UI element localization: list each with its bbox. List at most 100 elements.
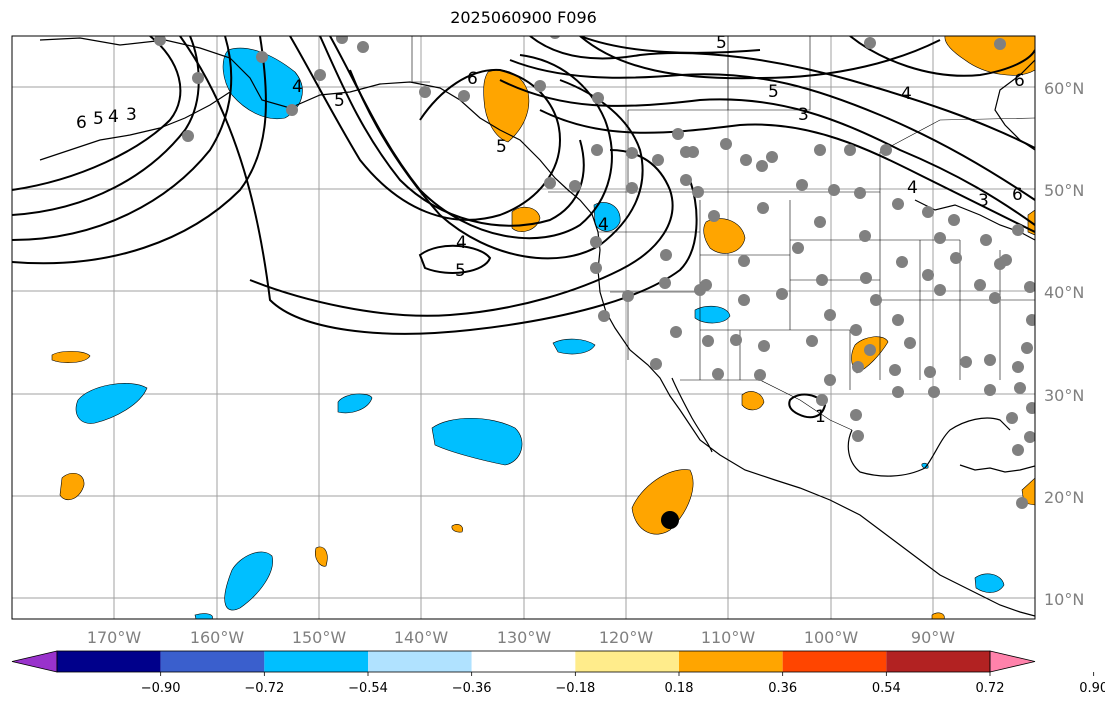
station-dot <box>880 144 892 156</box>
contour-label: 4 <box>907 178 918 198</box>
station-dot <box>1024 431 1035 443</box>
colorbar-tick-label: 0.72 <box>976 681 1005 696</box>
station-dot <box>694 284 706 296</box>
station-dot <box>892 314 904 326</box>
station-dot <box>419 86 431 98</box>
station-dot <box>712 368 724 380</box>
lon-tick-label: 120°W <box>599 628 654 647</box>
station-dot <box>598 310 610 322</box>
colorbar-swatch <box>679 651 783 672</box>
station-dot <box>892 386 904 398</box>
station-dot <box>864 37 876 49</box>
map-frame <box>11 35 1036 620</box>
contour-label: 6 <box>76 113 87 133</box>
colorbar-tick-label: −0.90 <box>141 681 181 696</box>
station-dot <box>904 337 916 349</box>
station-dot <box>622 290 634 302</box>
lat-tick-label: 40°N <box>1044 283 1084 302</box>
contour-label: 3 <box>978 191 989 211</box>
station-dot <box>814 144 826 156</box>
lat-tick-label: 60°N <box>1044 79 1084 98</box>
station-dot <box>182 130 194 142</box>
station-dot <box>994 38 1006 50</box>
graticule <box>12 36 1035 619</box>
lon-tick-label: 130°W <box>497 628 552 647</box>
blue-patch-alaska <box>222 47 303 120</box>
lat-tick-label: 20°N <box>1044 488 1084 507</box>
station-dot <box>984 384 996 396</box>
contour-label: 6 <box>1012 185 1023 205</box>
contour-label: 6 <box>467 69 478 89</box>
station-dot <box>922 206 934 218</box>
station-dot <box>549 36 561 39</box>
station-markers <box>154 36 1035 509</box>
colorbar-tick-label: 0.36 <box>768 681 797 696</box>
station-dot <box>256 51 268 63</box>
station-dot <box>458 90 470 102</box>
orange-patch-caribbean-sw <box>931 612 945 619</box>
station-dot <box>1026 314 1035 326</box>
station-dot <box>660 249 672 261</box>
station-dot <box>591 144 603 156</box>
station-dot <box>740 154 752 166</box>
station-dot <box>776 288 788 300</box>
colorbar: −0.90 −0.72 −0.54 −0.36 −0.18 0.18 0.36 0.54 0.7… <box>11 650 1105 696</box>
orange-patch-small-dot <box>451 524 463 533</box>
contour-label: 4 <box>292 77 303 97</box>
station-dot <box>806 335 818 347</box>
contour-label: 3 <box>126 105 137 125</box>
lon-tick-label: 150°W <box>292 628 347 647</box>
station-dot <box>702 335 714 347</box>
station-dot <box>670 326 682 338</box>
station-dot <box>730 334 742 346</box>
colorbar-extend-left <box>11 650 58 673</box>
station-dot <box>336 36 348 44</box>
contour-label: 4 <box>901 84 912 104</box>
blue-patch-pacific-sw-tail <box>194 613 213 619</box>
colorbar-swatch <box>471 651 576 672</box>
station-dot <box>192 72 204 84</box>
colorbar-swatch <box>160 651 265 672</box>
blue-patch-az <box>694 305 731 324</box>
station-dot <box>1012 224 1024 236</box>
station-dot <box>928 386 940 398</box>
orange-patch-pacific-west <box>51 351 91 363</box>
lat-tick-label: 10°N <box>1044 590 1084 609</box>
station-dot <box>590 262 602 274</box>
station-dot <box>357 41 369 53</box>
lat-tick-label: 30°N <box>1044 386 1084 405</box>
contour-label: 5 <box>93 109 104 129</box>
station-dot <box>824 374 836 386</box>
station-dot <box>824 309 836 321</box>
colorbar-tick-label: 0.90 <box>1079 681 1105 696</box>
station-dot <box>758 340 770 352</box>
station-dot <box>659 277 671 289</box>
station-dot <box>870 294 882 306</box>
station-dot <box>766 151 778 163</box>
colorbar-tick-label: −0.36 <box>452 681 492 696</box>
station-dot <box>854 187 866 199</box>
colorbar-swatch <box>575 651 679 672</box>
station-dot <box>796 179 808 191</box>
contour-label: 3 <box>798 105 809 125</box>
colorbar-tick-label: −0.54 <box>348 681 388 696</box>
contour-label: 5 <box>334 91 345 111</box>
colorbar-outline <box>56 650 991 673</box>
station-dot <box>1006 412 1018 424</box>
contour-lines <box>12 36 1035 419</box>
station-dot <box>828 184 840 196</box>
contour-label: 4 <box>108 107 119 127</box>
lon-tick-label: 160°W <box>190 628 245 647</box>
station-dot <box>650 358 662 370</box>
blue-patch-pacific-west <box>75 383 148 424</box>
orange-patch-wy <box>703 218 746 254</box>
station-dot <box>626 147 638 159</box>
station-dot <box>989 292 1001 304</box>
lat-tick-label: 50°N <box>1044 181 1084 200</box>
station-dot <box>1024 281 1035 293</box>
station-dot <box>569 180 581 192</box>
lon-tick-label: 140°W <box>394 628 449 647</box>
contour-label: 5 <box>768 82 779 102</box>
colorbar-swatch <box>368 651 472 672</box>
